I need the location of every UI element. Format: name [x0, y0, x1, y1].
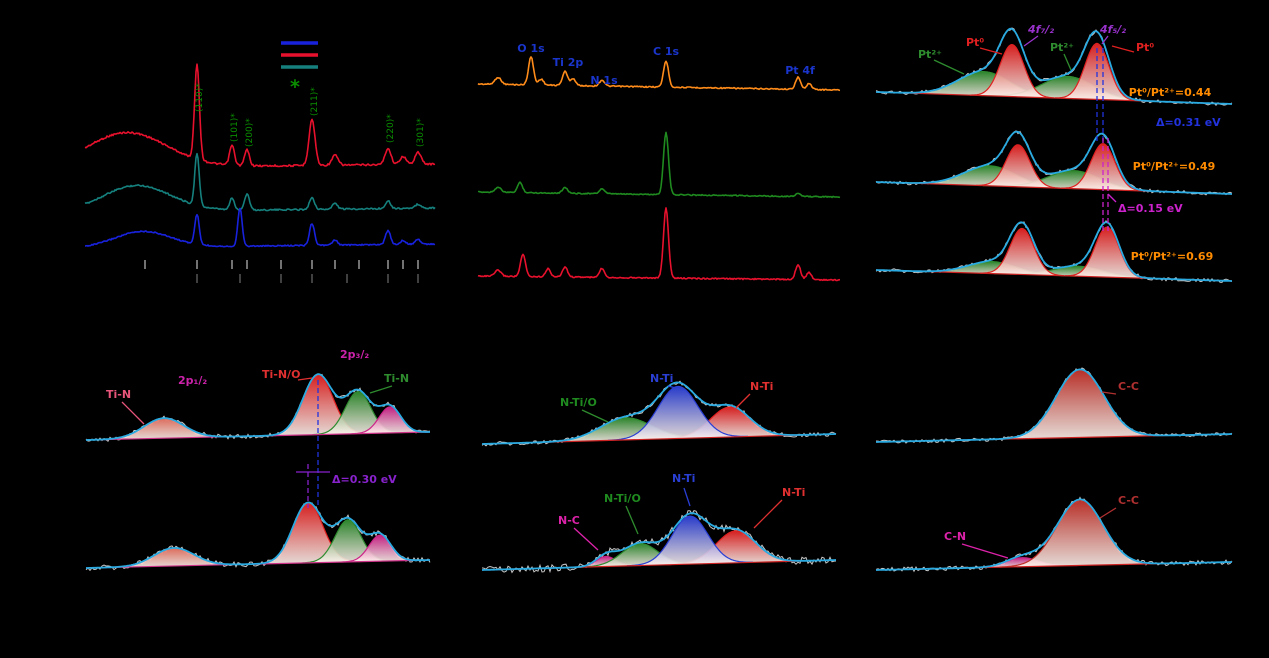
annotation-label: N-Ti/O: [560, 396, 597, 409]
survey-curve-green: [478, 131, 841, 199]
xrd-curve-teal: [84, 152, 436, 212]
fit-component-outline: [976, 144, 1061, 189]
fit-component: [660, 407, 800, 439]
annotation-label: 2p₁/₂: [178, 374, 207, 387]
annotation-label: Ti 2p: [553, 56, 584, 69]
leader-line: [735, 393, 751, 409]
annotation-label: O 1s: [517, 42, 545, 55]
annotation-label: Pt⁰/Pt²⁺=0.44: [1129, 86, 1212, 99]
leader-line: [369, 385, 393, 394]
fit-component-outline: [1055, 42, 1139, 102]
leader-line: [581, 409, 609, 423]
fit-component: [302, 519, 394, 563]
annotation-label: 4f₇/₂: [1027, 23, 1054, 36]
annotation-label: (101)*: [230, 113, 240, 142]
annotation-label: N-Ti: [782, 486, 805, 499]
annotation-label: (301)*: [416, 118, 426, 147]
n1s-fits-plot: N-Ti/O N-Ti N-Ti N-C N-Ti/O N-Ti N-Ti: [481, 372, 837, 574]
leader-line: [753, 499, 783, 529]
xps-survey-plot: O 1s Ti 2p N 1s C 1s Pt 4f: [477, 42, 841, 282]
xrd-patterns-plot: * (110)* (101)* (200)* (211)* (220)* (301)*: [84, 41, 436, 283]
annotation-label: 2p₃/₂: [340, 348, 369, 361]
fit-component-outline: [980, 227, 1065, 277]
annotation-label: N-Ti: [650, 372, 673, 385]
leader-line: [933, 59, 965, 75]
leader-line: [1101, 35, 1109, 45]
envelope: [876, 130, 1232, 195]
fit-component: [94, 418, 234, 440]
annotation-label: N-Ti: [672, 472, 695, 485]
envelope: [482, 512, 836, 571]
leader-line: [683, 487, 691, 507]
fit-component: [255, 502, 361, 565]
leader-line: [121, 401, 145, 425]
annotation-label: (211)*: [310, 87, 320, 116]
annotation-label: Pt²⁺: [918, 48, 942, 61]
leader-line: [979, 47, 1003, 55]
annotation-label: N 1s: [590, 74, 618, 87]
annotation-label: C-N: [944, 530, 966, 543]
leader-line: [1023, 35, 1039, 47]
xrd-curve-blue: [85, 207, 436, 248]
annotation-label: Pt⁰: [966, 36, 984, 49]
annotation-label: N-Ti: [750, 380, 773, 393]
leader-line: [625, 505, 639, 535]
annotation-label: *: [290, 76, 300, 98]
leader-line: [573, 527, 599, 551]
annotation-label: C 1s: [653, 45, 680, 58]
annotation-label: Pt 4f: [785, 64, 815, 77]
envelope: [86, 501, 430, 569]
fit-component: [999, 499, 1161, 568]
annotation-label: Pt²⁺: [1050, 41, 1074, 54]
xrd-curve-red: [84, 63, 436, 168]
annotation-label: C-C: [1118, 494, 1139, 507]
leader-line: [961, 543, 1009, 559]
fit-component-outline: [1061, 143, 1146, 192]
pt4f-fits-plot: Pt²⁺ Pt⁰ 4f₇/₂ Pt²⁺ 4f₅/₂ Pt⁰ Pt⁰/Pt²⁺=0.44 Δ=0…: [875, 23, 1233, 283]
annotation-label: Pt⁰/Pt²⁺=0.69: [1131, 250, 1213, 263]
ti2p-fits-plot: Ti-N 2p₁/₂ Ti-N/O 2p₃/₂ Ti-N Δ=0.30 eV: [85, 348, 431, 572]
annotation-label: N-C: [558, 514, 580, 527]
annotation-label: C-C: [1118, 380, 1139, 393]
fit-component: [1065, 227, 1149, 279]
envelope: [876, 368, 1232, 443]
envelope: [876, 221, 1232, 282]
annotation-label: Ti-N: [384, 372, 409, 385]
annotation-label: Δ=0.15 eV: [1118, 202, 1183, 215]
leader-line: [667, 385, 677, 389]
fit-component: [893, 71, 1075, 99]
annotation-label: Pt⁰/Pt²⁺=0.49: [1133, 160, 1215, 173]
leader-line: [297, 377, 313, 381]
leader-line: [1099, 507, 1117, 519]
fit-component: [312, 391, 404, 435]
survey-curve-orange: [477, 56, 841, 92]
leader-line: [1111, 45, 1135, 53]
leader-line: [1063, 53, 1072, 71]
fit-component-outline: [970, 43, 1055, 99]
annotation-label: 4f₅/₂: [1099, 23, 1126, 36]
annotation-label: Δ=0.30 eV: [332, 473, 397, 486]
fit-component: [666, 530, 806, 565]
fit-component: [104, 548, 244, 568]
annotation-label: Pt⁰: [1136, 41, 1154, 54]
annotation-label: (200)*: [245, 118, 255, 147]
leader-line: [1107, 193, 1117, 203]
envelope: [86, 373, 430, 441]
annotation-label: Ti-N/O: [262, 368, 300, 381]
envelope: [876, 498, 1232, 571]
annotation-label: N-Ti/O: [604, 492, 641, 505]
annotation-label: Δ=0.31 eV: [1156, 116, 1221, 129]
fit-component-outline: [626, 515, 753, 567]
c1s-fits-plot: C-C C-C C-N: [875, 367, 1233, 573]
leader-line: [1101, 391, 1117, 395]
survey-curve-red: [477, 207, 841, 282]
envelope: [876, 27, 1232, 105]
annotation-label: (110)*: [195, 83, 205, 112]
annotation-label: Ti-N: [106, 388, 131, 401]
envelope: [482, 381, 836, 445]
annotation-label: (220)*: [386, 114, 396, 143]
fit-component-outline: [608, 385, 748, 441]
